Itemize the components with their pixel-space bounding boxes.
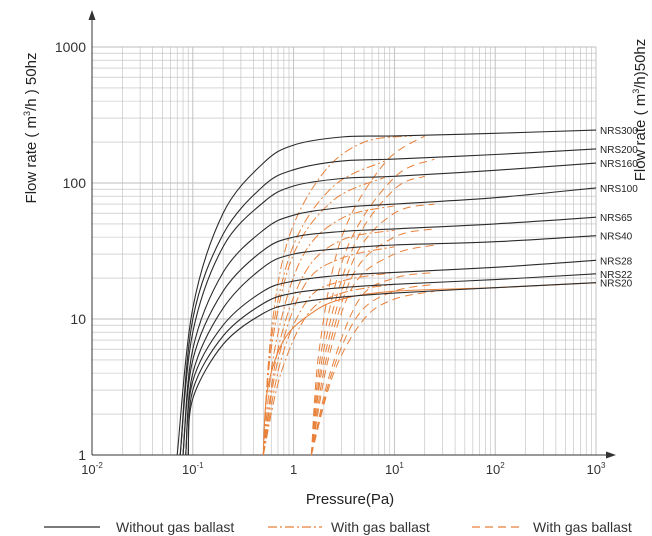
legend-label-dashdot: With gas ballast [331,519,430,535]
series-nrs20-ballast-dashed [310,290,435,456]
series-nrs100-ballast-dashed [310,203,435,456]
series-nrs160-line [179,162,597,456]
series-label-nrs200: NRS200 [600,145,638,156]
series-label-nrs65: NRS65 [600,213,633,224]
legend-label-without: Without gas ballast [116,519,234,535]
legend-label-dashed: With gas ballast [533,519,632,535]
y-tick-label: 100 [63,175,87,191]
series-label-nrs40: NRS40 [600,232,633,243]
x-tick-label: 1 [290,462,297,477]
series-label-nrs160: NRS160 [600,159,638,170]
grid [91,46,597,456]
series-nrs40-ballast-dashed [310,244,435,456]
series-nrs40-line [185,235,597,456]
series-nrs160-ballast-dashed [310,175,425,456]
series-nrs65-line [182,216,597,456]
series-label-nrs20: NRS20 [600,279,633,290]
series-nrs20-line [187,282,597,456]
series-label-nrs28: NRS28 [600,256,633,267]
series-nrs22-line [187,273,597,456]
y-axis-title-left: Flow rate ( m3/h ) 50hz [22,53,40,204]
series-nrs100-line [182,187,597,456]
axes [88,10,616,459]
series-labels: NRS300 NRS200 NRS160 NRS100 NRS65 NRS40 NRS28 N… [600,126,638,290]
x-tick-label: 10-2 [81,461,103,477]
x-tick-label: 103 [587,461,606,477]
series-nrs160-ballast-dashdot [262,176,385,456]
series-nrs300-line [176,129,597,456]
series-nrs65-ballast-dashdot [262,229,395,456]
series-nrs200-ballast-dashed [310,158,435,456]
x-tick-label: 101 [385,461,404,477]
x-tick-label: 10-1 [182,461,204,477]
y-axis-arrow [88,10,96,20]
series-label-nrs22: NRS22 [600,270,633,281]
series-label-nrs100: NRS100 [600,184,638,195]
series-nrs100-ballast-dashdot [262,205,395,456]
tick-labels: 10-2 10-1 1 101 102 103 1 10 100 1000 [55,39,606,477]
x-axis-title: Pressure(Pa) [306,491,394,508]
legend: Without gas ballast With gas ballast Wit… [44,519,632,535]
series [176,129,597,456]
y-tick-label: 1 [78,447,86,463]
series-nrs22-ballast-dashed [310,283,435,456]
series-nrs200-line [179,148,597,456]
series-nrs28-line [185,259,597,456]
x-tick-label: 102 [486,461,505,477]
y-tick-label: 1000 [55,39,86,55]
x-axis-arrow [606,451,616,459]
series-nrs300-ballast-dashed [310,135,425,456]
series-nrs28-ballast-dashed [310,271,435,456]
series-nrs65-ballast-dashed [310,228,435,456]
series-label-nrs300: NRS300 [600,126,638,137]
series-nrs200-ballast-dashdot [262,160,385,456]
series-nrs40-ballast-dashdot [262,246,395,456]
y-tick-label: 10 [70,311,86,327]
y-axis-title-right: Flow rate ( m3/h)50hz [631,39,649,182]
